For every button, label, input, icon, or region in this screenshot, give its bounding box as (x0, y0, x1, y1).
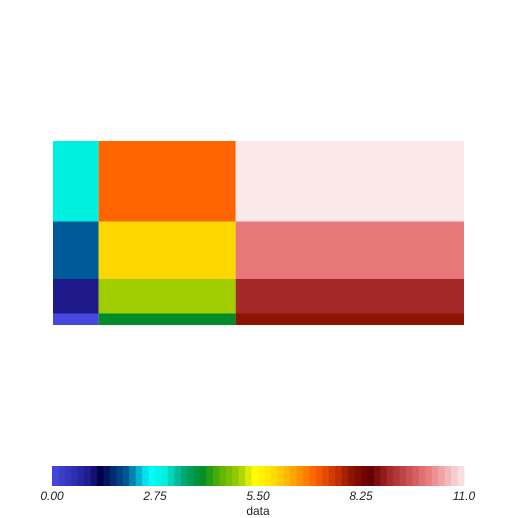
colorbar-swatch (393, 466, 401, 486)
colorbar-tick-label: 2.75 (142, 489, 167, 503)
colorbar-swatch (206, 466, 214, 486)
colorbar-swatch (225, 466, 233, 486)
colorbar-swatch (451, 466, 459, 486)
colorbar-swatch (418, 466, 426, 486)
colorbar-swatch (380, 466, 388, 486)
colorbar-swatch (84, 466, 92, 486)
cell (235, 313, 464, 325)
cell (53, 141, 99, 222)
colorbar-swatch (180, 466, 188, 486)
colorbar-swatch (212, 466, 220, 486)
colorbar-tick-label: 8.25 (349, 489, 373, 503)
colorbar-swatch (283, 466, 291, 486)
colorbar-swatch (77, 466, 85, 486)
cell (53, 279, 99, 314)
colorbar-swatch (232, 466, 240, 486)
colorbar-swatch (167, 466, 175, 486)
cell (98, 313, 236, 325)
cell (98, 141, 236, 222)
cell (235, 141, 464, 222)
colorbar-tick-label: 5.50 (246, 489, 270, 503)
colorbar-swatch (116, 466, 124, 486)
colorbar-swatch (52, 466, 59, 486)
colorbar-swatch (142, 466, 150, 486)
colorbar-tick-label: 11.0 (453, 489, 476, 503)
colorbar-title: data (246, 504, 270, 518)
colorbar-swatch (315, 466, 323, 486)
colorbar-swatch (412, 466, 420, 486)
colorbar-swatch (431, 466, 439, 486)
colorbar-swatch (406, 466, 413, 486)
cell (53, 313, 99, 325)
colorbar-swatch (193, 466, 201, 486)
colorbar-swatch (341, 466, 349, 486)
colorbar-swatch (425, 466, 433, 486)
cell (235, 221, 464, 279)
colorbar-swatch (309, 466, 317, 486)
colorbar-swatch (361, 466, 368, 486)
colorbar-swatch (238, 466, 246, 486)
colorbar-swatch (438, 466, 446, 486)
colorbar-swatch (290, 466, 298, 486)
colorbar-swatch (187, 466, 195, 486)
colorbar-tick-label: 0.00 (40, 489, 64, 503)
colorbar-swatch (135, 466, 143, 486)
colorbar-swatch (64, 466, 72, 486)
colorbar-swatch (373, 466, 381, 486)
colorbar-swatch (264, 466, 272, 486)
colorbar-swatch (444, 466, 452, 486)
colorbar-swatch (71, 466, 79, 486)
colorbar-swatch (386, 466, 394, 486)
cell (98, 279, 236, 314)
colorbar-swatch (129, 466, 137, 486)
colorbar-swatch (122, 466, 130, 486)
colorbar-swatch (174, 466, 182, 486)
colorbar-swatch (303, 466, 310, 486)
colorbar-swatch (148, 466, 156, 486)
colorbar-swatch (219, 466, 227, 486)
colorbar-swatch (328, 466, 336, 486)
colorbar-swatch (58, 466, 66, 486)
colorbar-swatch (335, 466, 343, 486)
colorbar-swatch (258, 466, 265, 486)
colorbar-swatch (322, 466, 330, 486)
colorbar-swatch (103, 466, 111, 486)
cell (98, 221, 236, 279)
colorbar-swatch (270, 466, 278, 486)
cell (235, 279, 464, 314)
colorbar-swatch (399, 466, 407, 486)
colorbar-swatch (90, 466, 98, 486)
colorbar-swatch (97, 466, 104, 486)
cell (53, 221, 99, 279)
colorbar-swatch (251, 466, 259, 486)
colorbar-swatch (200, 466, 207, 486)
colorbar-swatch (367, 466, 375, 486)
colorbar-swatch (245, 466, 253, 486)
colorbar-swatch (354, 466, 362, 486)
colorbar-swatch (277, 466, 285, 486)
colorbar-swatch (457, 466, 465, 486)
colorbar-swatch (161, 466, 169, 486)
colorbar-swatch (109, 466, 117, 486)
colorbar-swatch (348, 466, 356, 486)
colorbar-swatch (296, 466, 304, 486)
colorbar-swatch (155, 466, 162, 486)
